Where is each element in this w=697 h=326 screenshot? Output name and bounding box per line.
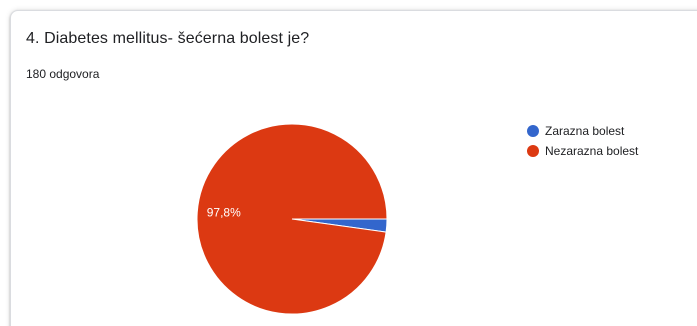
pie-data-labels: 97,8% bbox=[207, 205, 241, 219]
chart-legend: Zarazna bolest Nezarazna bolest bbox=[527, 121, 638, 161]
pie-slices bbox=[196, 123, 388, 315]
legend-item[interactable]: Zarazna bolest bbox=[527, 121, 638, 141]
legend-label: Nezarazna bolest bbox=[545, 144, 639, 158]
legend-label: Zarazna bolest bbox=[545, 124, 625, 138]
legend-item[interactable]: Nezarazna bolest bbox=[527, 141, 638, 161]
pie-data-label: 97,8% bbox=[207, 205, 241, 219]
response-count: 180 odgovora bbox=[26, 67, 100, 81]
pie-slice-nezarazna-bolest[interactable] bbox=[196, 123, 388, 315]
question-title: 4. Diabetes mellitus- šećerna bolest je? bbox=[26, 30, 310, 47]
legend-swatch bbox=[527, 145, 539, 157]
legend-swatch bbox=[527, 125, 539, 137]
